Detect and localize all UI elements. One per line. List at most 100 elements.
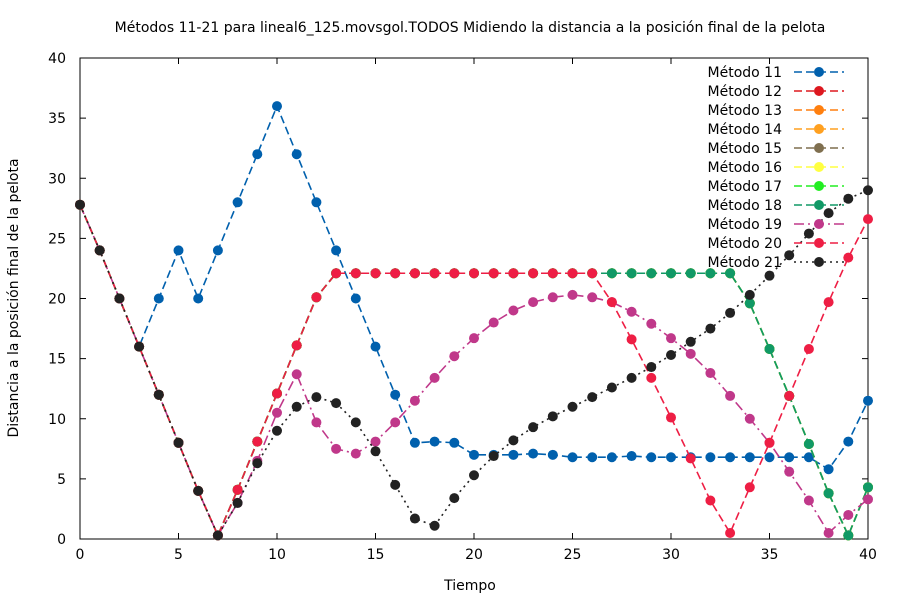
x-tick-label: 10 xyxy=(268,547,286,563)
data-point xyxy=(764,344,775,355)
data-point xyxy=(725,390,736,401)
y-tick-label: 30 xyxy=(48,171,66,187)
data-point xyxy=(291,149,302,160)
y-tick-label: 0 xyxy=(57,532,66,548)
data-point xyxy=(331,245,342,256)
data-point xyxy=(409,395,420,406)
y-axis-label: Distancia a la posición final de la pelo… xyxy=(6,158,22,437)
data-point xyxy=(94,245,105,256)
data-point xyxy=(272,101,282,112)
legend-label: Método 19 xyxy=(708,217,782,233)
legend-item: Método 16 xyxy=(708,160,844,176)
legend-marker xyxy=(814,86,824,96)
data-point xyxy=(705,495,716,506)
legend: Método 11 Método 12 Método 13 Método 14 Méto… xyxy=(708,65,844,271)
data-point xyxy=(252,149,263,160)
legend-marker xyxy=(814,257,824,267)
x-tick-label: 40 xyxy=(859,547,877,563)
x-tick-label: 25 xyxy=(564,547,582,563)
y-tick-label: 20 xyxy=(48,292,66,308)
data-point xyxy=(803,228,814,239)
legend-marker xyxy=(814,200,824,210)
data-point xyxy=(803,344,814,355)
data-point xyxy=(547,292,558,303)
data-point xyxy=(685,348,696,359)
legend-marker xyxy=(814,143,824,153)
data-point xyxy=(626,451,637,462)
data-point xyxy=(114,293,125,304)
data-point xyxy=(508,268,519,279)
x-tick-label: 20 xyxy=(465,547,483,563)
data-point xyxy=(232,497,243,508)
data-point xyxy=(370,436,381,447)
data-point xyxy=(803,439,814,450)
data-point xyxy=(193,293,204,304)
data-point xyxy=(469,470,479,481)
data-point xyxy=(606,382,617,393)
data-point xyxy=(173,437,184,448)
data-point xyxy=(606,297,617,308)
y-tick-label: 5 xyxy=(57,472,66,488)
data-point xyxy=(685,453,696,464)
legend-item: Método 19 xyxy=(708,217,844,233)
data-point xyxy=(606,452,617,463)
data-point xyxy=(843,509,854,520)
data-point xyxy=(429,268,440,279)
data-point xyxy=(587,292,598,303)
data-point xyxy=(528,268,539,279)
legend-item: Método 15 xyxy=(708,141,844,157)
data-point xyxy=(725,268,736,279)
data-point xyxy=(350,448,361,459)
data-point xyxy=(193,485,204,496)
data-point xyxy=(350,293,361,304)
data-point xyxy=(823,488,834,499)
x-tick-label: 15 xyxy=(367,547,385,563)
data-point xyxy=(449,437,460,448)
data-point xyxy=(567,401,578,412)
data-point xyxy=(409,437,420,448)
legend-label: Método 16 xyxy=(708,160,783,176)
data-point xyxy=(823,464,834,475)
data-point xyxy=(646,318,657,329)
data-point xyxy=(863,185,873,196)
data-point xyxy=(606,268,617,279)
data-point xyxy=(705,452,716,463)
data-point xyxy=(153,293,164,304)
series-layer xyxy=(75,101,873,541)
legend-item: Método 12 xyxy=(708,84,844,100)
data-point xyxy=(370,446,381,457)
data-point xyxy=(626,306,637,317)
series-20 xyxy=(75,199,873,541)
legend-label: Método 15 xyxy=(708,141,782,157)
axis-ticks: 0 5 10 15 20 25 30 35 40 0 5 10 15 20 25 30 35 40 xyxy=(48,51,877,563)
data-point xyxy=(232,484,243,495)
data-point xyxy=(429,520,440,531)
data-point xyxy=(744,452,755,463)
legend-marker xyxy=(814,162,824,172)
data-point xyxy=(823,527,834,538)
data-point xyxy=(232,197,243,208)
legend-item: Método 21 xyxy=(708,255,844,271)
data-point xyxy=(646,268,657,279)
data-point xyxy=(311,392,322,403)
data-point xyxy=(626,334,637,345)
legend-item: Método 17 xyxy=(708,179,844,195)
data-point xyxy=(843,252,854,263)
data-point xyxy=(331,268,342,279)
data-point xyxy=(350,268,361,279)
data-point xyxy=(666,412,676,423)
data-point xyxy=(449,351,460,362)
x-tick-label: 35 xyxy=(761,547,779,563)
data-point xyxy=(705,268,716,279)
data-point xyxy=(823,297,834,308)
data-point xyxy=(409,268,420,279)
y-tick-label: 40 xyxy=(48,51,66,67)
data-point xyxy=(528,448,539,459)
data-point xyxy=(449,268,460,279)
data-point xyxy=(134,341,145,352)
data-point xyxy=(764,270,775,281)
data-point xyxy=(567,289,578,300)
data-point xyxy=(390,389,401,400)
data-point xyxy=(311,197,322,208)
data-point xyxy=(863,214,873,225)
